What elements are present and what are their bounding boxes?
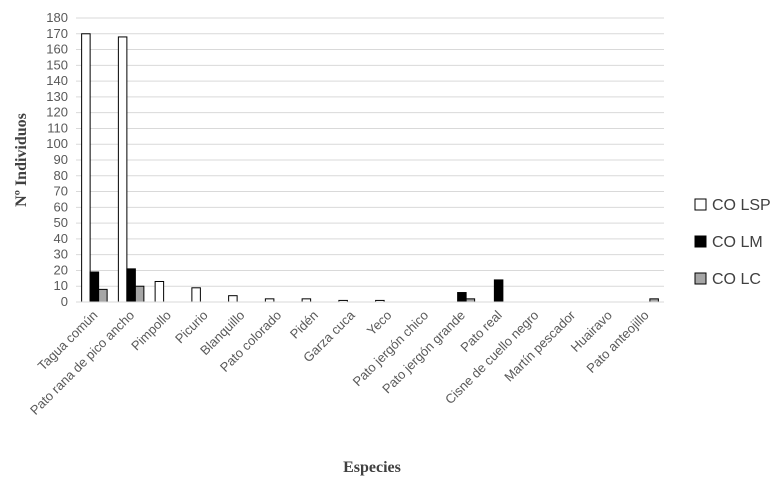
y-tick-label: 90	[54, 152, 68, 167]
bar	[98, 288, 108, 303]
x-category-label: Yeco	[364, 308, 395, 339]
y-tick-label: 100	[46, 136, 68, 151]
y-tick-label: 10	[54, 278, 68, 293]
y-tick-label: 60	[54, 199, 68, 214]
y-tick-label: 0	[61, 294, 68, 309]
x-category-label: Pidén	[287, 308, 321, 342]
bar	[117, 36, 128, 303]
y-tick-label: 40	[54, 231, 68, 246]
y-tick-label: 170	[46, 26, 68, 41]
y-tick-label: 140	[46, 73, 68, 88]
y-axis-ticks: 0102030405060708090100110120130140150160…	[46, 10, 68, 309]
bar	[228, 295, 238, 303]
y-tick-label: 80	[54, 168, 68, 183]
y-axis-title: Nº Individuos	[13, 113, 30, 207]
y-tick-label: 150	[46, 57, 68, 72]
bar	[126, 268, 136, 303]
y-tick-label: 120	[46, 105, 68, 120]
gridlines	[76, 17, 664, 287]
y-tick-label: 70	[54, 184, 68, 199]
bars	[81, 33, 659, 303]
bar	[89, 271, 100, 303]
x-axis-title: Especies	[343, 459, 401, 476]
y-tick-label: 180	[46, 10, 68, 25]
bar	[191, 287, 201, 303]
y-tick-label: 30	[54, 247, 68, 262]
bar	[493, 279, 504, 303]
legend: CO LSP CO LM CO LC	[694, 197, 771, 288]
y-tick-label: 160	[46, 42, 68, 57]
legend-label: CO LM	[712, 234, 763, 251]
legend-label: CO LSP	[712, 197, 771, 214]
bar	[81, 33, 91, 303]
y-tick-label: 50	[54, 215, 68, 230]
bar	[457, 292, 467, 303]
y-tick-label: 20	[54, 262, 68, 277]
x-category-label: Pimpollo	[128, 308, 174, 354]
legend-label: CO LC	[712, 271, 761, 288]
y-tick-label: 130	[46, 89, 68, 104]
legend-swatch	[694, 235, 707, 248]
bar	[154, 280, 165, 303]
bar	[134, 285, 145, 303]
legend-swatch	[694, 272, 707, 285]
y-tick-label: 110	[47, 120, 68, 135]
legend-swatch	[694, 198, 707, 211]
